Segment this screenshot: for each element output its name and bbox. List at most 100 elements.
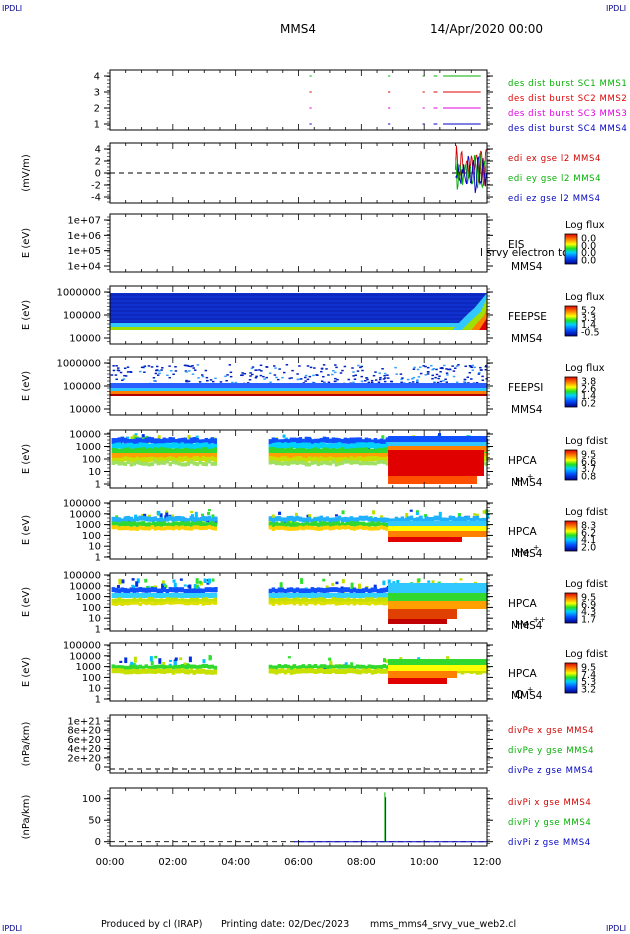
hpca_o-band — [286, 668, 291, 674]
hpca_h-band — [150, 448, 155, 455]
hpca_o-band — [385, 668, 390, 674]
hpca_o-band — [132, 665, 137, 670]
hpca_he2-band — [201, 588, 206, 594]
feepse-spacecraft-label: MMS4 — [511, 333, 543, 345]
hpca_he1-band — [325, 516, 330, 522]
hpca_h-speck — [381, 435, 385, 439]
hpca_he2-band — [373, 598, 378, 604]
hpca_o-band — [201, 668, 206, 674]
feepsi-speck — [201, 374, 204, 376]
hpca_he2-band — [361, 601, 366, 605]
feepsi-speck — [334, 371, 337, 374]
hpca_h-band — [117, 453, 122, 458]
feepsi-speck — [327, 381, 331, 384]
hpca_h-band — [295, 448, 300, 455]
hpca_he1-band — [319, 515, 324, 521]
hpca_he2-speck — [206, 582, 210, 585]
hpca_h-band — [295, 453, 300, 458]
hpca_he2-band — [177, 601, 182, 605]
hpca_he2-band — [328, 601, 333, 605]
hpca_h-band — [283, 461, 288, 466]
hpca_he2-band — [138, 587, 143, 593]
hpca_he2-band — [328, 593, 333, 598]
hpca_h-band — [144, 457, 149, 463]
hpca_h-band — [274, 453, 279, 458]
hpca_he2-band — [135, 593, 140, 598]
hpca_h-band — [141, 438, 146, 445]
hpca_h-band — [268, 453, 273, 458]
hpca_o-speck — [188, 656, 192, 663]
feepsi-speck — [394, 366, 397, 369]
feepsi-speck — [129, 370, 132, 373]
hpca_he2-band — [159, 593, 164, 598]
hpca_he1-band — [376, 521, 381, 527]
hpca_he1-band — [328, 522, 333, 528]
hpca_he1-band — [117, 517, 122, 523]
hpca_h-band — [171, 437, 176, 444]
hpca_he2-band — [268, 601, 273, 605]
feepsi-speck — [416, 381, 419, 384]
hpca_he1-band — [346, 521, 351, 527]
hpca_o-colorbar-tick: 3.2 — [581, 685, 596, 696]
feepsi-speck — [436, 381, 440, 384]
hpca_h-band — [126, 456, 131, 462]
hpca_o-speck — [287, 656, 291, 659]
hpca_he1-band — [337, 515, 342, 521]
hpca_h-band — [168, 437, 173, 444]
hpca_h-band — [159, 438, 164, 445]
feepse-colorbar — [564, 305, 578, 337]
hpca_he1-band — [364, 515, 369, 521]
hpca_o-band — [361, 664, 366, 669]
divpi-legend-label: divPi z gse MMS4 — [508, 838, 591, 848]
hpca_h-band — [277, 461, 282, 466]
edi-ytick-label: 0 — [95, 169, 101, 180]
hpca_h-band — [355, 460, 360, 465]
hpca_he2-band — [129, 593, 134, 598]
hpca_h-band — [117, 437, 122, 444]
feepsi-speck — [481, 375, 484, 378]
hpca_o-speck — [446, 656, 450, 661]
hpca_he1-band — [373, 522, 378, 528]
hpca_he2-spectrogram — [111, 578, 489, 624]
hpca_o-band — [382, 668, 387, 674]
hpca_h-band — [126, 438, 131, 445]
hpca_h-band — [370, 453, 375, 458]
hpca_he2-speck — [211, 578, 215, 582]
feepsi-speck — [334, 377, 337, 380]
feepsi-speck — [269, 381, 272, 384]
hpca_he2-band — [382, 597, 387, 603]
hpca_o-ytick-label: 1 — [95, 695, 101, 706]
hpca_h-band — [346, 448, 351, 455]
hpca_he2-band — [144, 602, 149, 606]
hpca_h-band — [180, 437, 185, 444]
hpca_he2-band — [271, 593, 276, 598]
hpca_he1-band — [159, 526, 164, 531]
hpca_h-band — [274, 442, 279, 449]
hpca_he1-band — [147, 526, 152, 531]
feepsi-colorbar-tick: 1.4 — [581, 391, 596, 402]
hpca_h-band — [192, 453, 197, 458]
feepsi-speck — [379, 376, 382, 379]
feepsi-speck — [196, 364, 200, 366]
hpca_he2-band — [322, 597, 327, 603]
hpca_he1-band — [373, 516, 378, 522]
hpca_h-band — [289, 447, 294, 454]
hpca_h-band — [198, 439, 203, 446]
hpca_h-band — [135, 443, 140, 450]
hpca_he2-band — [207, 593, 212, 598]
eis-spacecraft-label: MMS4 — [511, 261, 543, 273]
hpca_he2-band — [144, 593, 149, 598]
hpca_he2-band — [280, 593, 285, 598]
hpca_he1-band — [177, 515, 182, 521]
hpca_he1-band — [340, 525, 345, 530]
hpca_he1-band — [445, 517, 450, 523]
hpca_h-band — [295, 437, 300, 444]
hpca_he2-band — [325, 593, 330, 598]
hpca_he1-speck — [409, 509, 413, 512]
hpca_h-band — [123, 453, 128, 458]
hpca_o-band — [153, 664, 158, 669]
divpi-legend-label: divPi x gse MMS4 — [508, 798, 591, 808]
hpca_h-band — [286, 447, 291, 454]
hpca_o-band — [171, 669, 176, 675]
hpca_o-band — [165, 665, 170, 670]
